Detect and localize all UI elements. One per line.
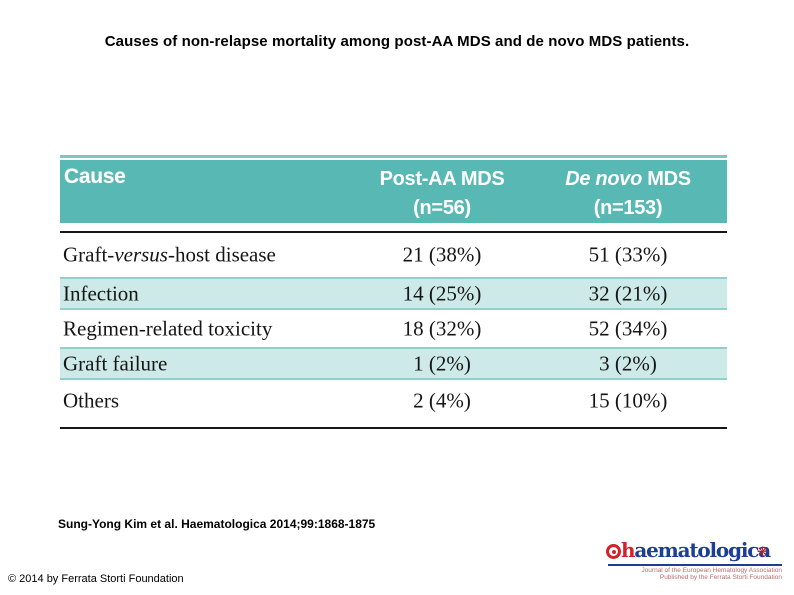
table-header: Cause Post-AA MDS (n=56) De novo MDS (n=…	[60, 160, 727, 223]
logo-tagline: Journal of the European Hematology Assoc…	[600, 567, 782, 581]
column-header-de-novo-mds: De novo MDS (n=153)	[528, 165, 728, 223]
cause-cell: Others	[63, 388, 119, 413]
de-novo-value: 32 (21%)	[588, 281, 668, 305]
column-header-post-aa-mds: Post-AA MDS (n=56)	[342, 165, 542, 223]
cause-cell: Regimen-related toxicity	[63, 316, 273, 340]
table-top-accent-line	[60, 155, 727, 158]
post-aa-value: 18 (32%)	[402, 316, 482, 340]
cause-cell: Infection	[63, 281, 139, 305]
post-aa-value: 21 (38%)	[402, 242, 482, 267]
table-row-gvhd: Graft-versus-host disease 21 (38%) 51 (3…	[60, 233, 727, 277]
cause-cell: Graft failure	[63, 351, 168, 375]
table-rule-under-header	[60, 231, 727, 233]
haematologica-logo: haematologica ❋ Journal of the European …	[600, 538, 790, 584]
post-aa-value: 2 (4%)	[413, 388, 471, 413]
logo-underline	[608, 564, 782, 566]
citation-text: Sung-Yong Kim et al. Haematologica 2014;…	[58, 517, 376, 531]
de-novo-value: 15 (10%)	[588, 388, 668, 413]
de-novo-value: 52 (34%)	[588, 316, 668, 340]
logo-ring-icon	[606, 544, 621, 559]
de-novo-value: 51 (33%)	[588, 242, 668, 267]
table-row-others: Others 2 (4%) 15 (10%)	[60, 380, 727, 422]
column-header-line1: Post-AA MDS	[379, 168, 505, 190]
cause-cell: Graft-versus-host disease	[63, 242, 276, 267]
table-rule-bottom	[60, 427, 727, 429]
column-header-line2: (n=153)	[593, 197, 663, 219]
column-header-line1: De novo MDS	[565, 168, 691, 190]
logo-wordmark: haematologica	[621, 538, 771, 562]
eha-burst-icon: ❋	[757, 544, 768, 559]
de-novo-value: 3 (2%)	[599, 351, 657, 375]
column-header-line2: (n=56)	[413, 197, 471, 219]
logo-tagline-line2: Published by the Ferrata Storti Foundati…	[659, 574, 782, 582]
post-aa-value: 1 (2%)	[413, 351, 471, 375]
table-row-infection: Infection 14 (25%) 32 (21%)	[60, 277, 727, 310]
table-row-regimen-toxicity: Regimen-related toxicity 18 (32%) 52 (34…	[60, 310, 727, 347]
copyright-text: © 2014 by Ferrata Storti Foundation	[8, 573, 184, 585]
table-row-graft-failure: Graft failure 1 (2%) 3 (2%)	[60, 347, 727, 380]
page-title: Causes of non-relapse mortality among po…	[104, 33, 690, 50]
column-header-cause: Cause	[64, 165, 126, 188]
logo-tagline-line1: Journal of the European Hematology Assoc…	[641, 567, 782, 574]
post-aa-value: 14 (25%)	[402, 281, 482, 305]
